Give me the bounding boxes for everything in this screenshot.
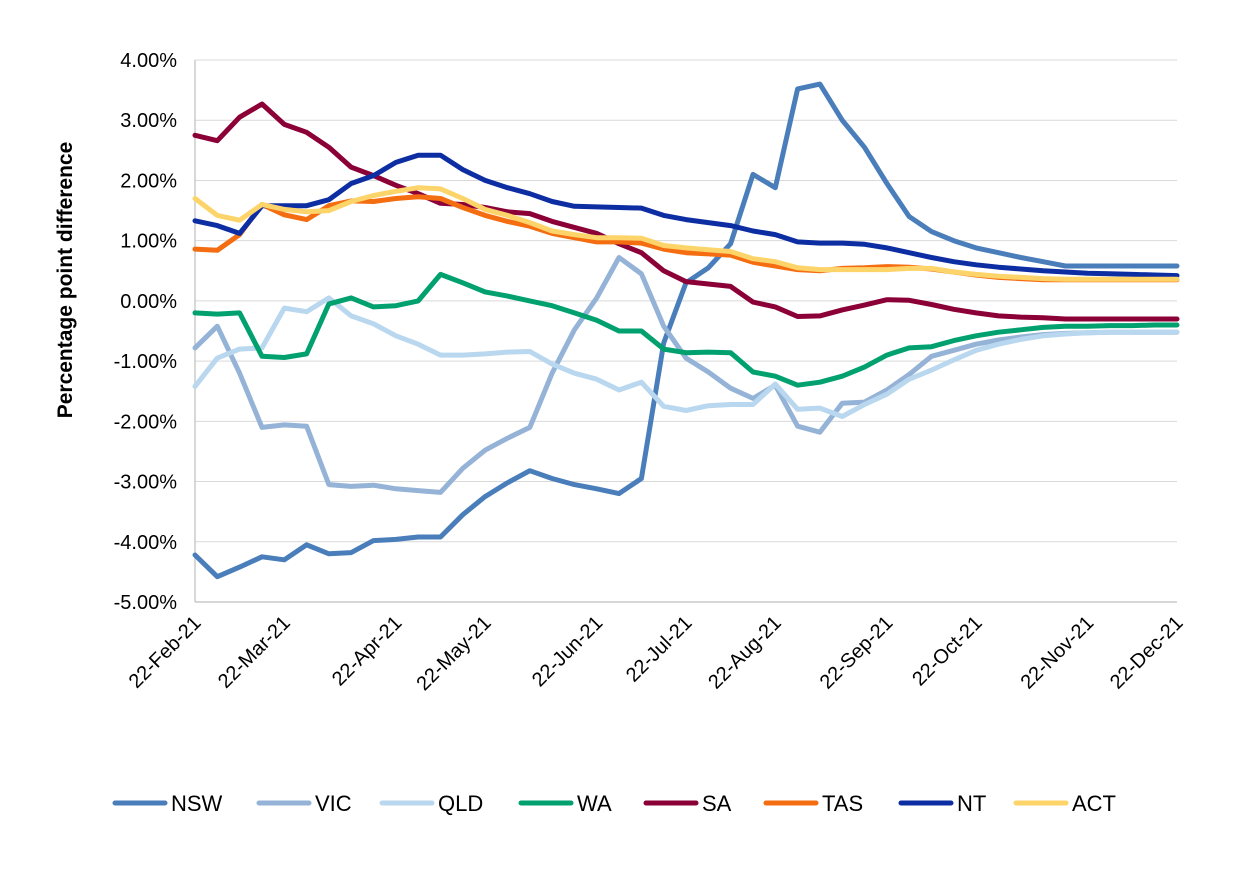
y-tick-label: -3.00% bbox=[114, 472, 178, 494]
legend: NSW VIC QLD WA SA TAS NT ACT bbox=[112, 791, 1116, 816]
x-tick-label: 22-May-21 bbox=[413, 612, 496, 695]
legend-label-sa: SA bbox=[702, 791, 732, 816]
y-tick-label: 1.00% bbox=[120, 231, 177, 253]
series-line-nt bbox=[192, 152, 1180, 279]
legend-label-tas: TAS bbox=[822, 791, 863, 816]
legend-label-qld: QLD bbox=[438, 791, 483, 816]
series-line-act bbox=[192, 185, 1180, 282]
y-axis-label: Percentage point difference bbox=[54, 142, 77, 419]
series-line-wa bbox=[192, 271, 1180, 388]
legend-label-nt: NT bbox=[957, 791, 986, 816]
y-tick-label: -4.00% bbox=[114, 532, 178, 554]
y-axis-ticks: 4.00% 3.00% 2.00% 1.00% 0.00% -1.00% -2.00% -3.… bbox=[114, 50, 178, 614]
series-line-sa bbox=[192, 101, 1180, 322]
y-tick-label: -2.00% bbox=[114, 411, 178, 433]
x-tick-label: 22-Oct-21 bbox=[908, 612, 986, 690]
y-tick-label: 4.00% bbox=[120, 50, 177, 72]
y-tick-label: 3.00% bbox=[120, 110, 177, 132]
x-tick-label: 22-Jun-21 bbox=[528, 612, 607, 691]
x-axis-ticks: 22-Feb-21 22-Mar-21 22-Apr-21 22-May-21 22-J… bbox=[125, 612, 1188, 695]
x-tick-label: 22-Sep-21 bbox=[816, 612, 898, 694]
x-tick-label: 22-Feb-21 bbox=[125, 612, 206, 693]
x-tick-label: 22-Jul-21 bbox=[622, 612, 697, 687]
x-tick-label: 22-Nov-21 bbox=[1017, 612, 1099, 694]
legend-label-nsw: NSW bbox=[171, 791, 223, 816]
legend-label-wa: WA bbox=[577, 791, 612, 816]
x-tick-label: 22-Aug-21 bbox=[704, 612, 786, 694]
y-tick-label: 2.00% bbox=[120, 170, 177, 192]
x-tick-label: 22-Apr-21 bbox=[328, 612, 406, 690]
y-tick-label: 0.00% bbox=[120, 291, 177, 313]
y-tick-label: -1.00% bbox=[114, 351, 178, 373]
series-lines bbox=[192, 81, 1180, 580]
x-tick-label: 22-Mar-21 bbox=[214, 612, 295, 693]
series-line-qld bbox=[192, 295, 1180, 419]
x-tick-label: 22-Dec-21 bbox=[1106, 612, 1188, 694]
legend-label-act: ACT bbox=[1072, 791, 1116, 816]
series-line-vic bbox=[192, 255, 1180, 495]
legend-label-vic: VIC bbox=[315, 791, 352, 816]
y-tick-label: -5.00% bbox=[114, 592, 178, 614]
